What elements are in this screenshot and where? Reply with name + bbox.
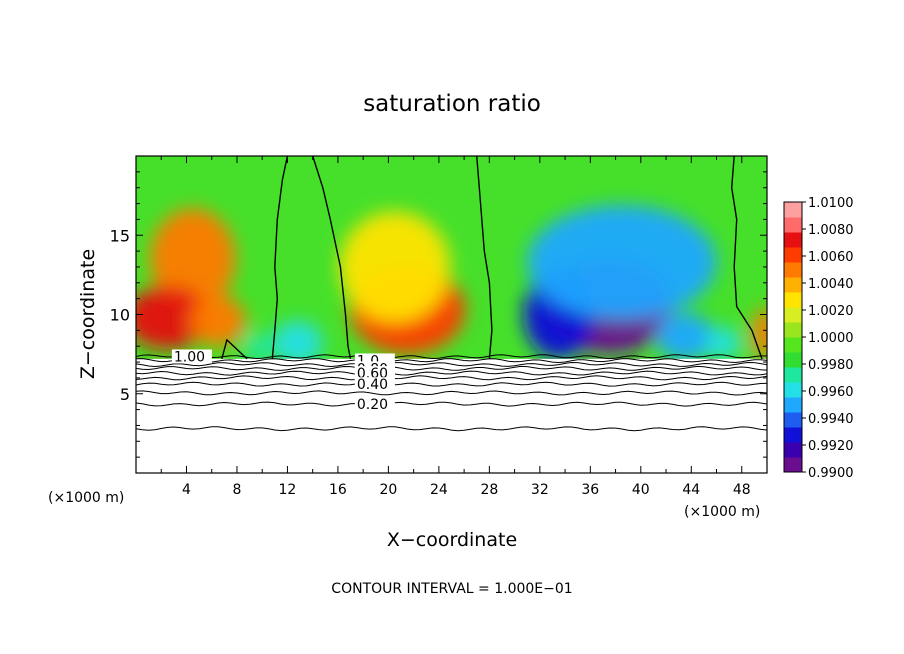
x-tick-label-20: 20 (379, 482, 397, 498)
field-blob-11 (655, 312, 714, 361)
colorbar-swatch-6 (784, 382, 802, 398)
y-axis-label: Z−coordinate (77, 249, 99, 379)
colorbar-swatch-17 (784, 217, 802, 233)
x-tick-label-48: 48 (733, 482, 751, 498)
contour-line-5 (136, 370, 767, 376)
field-blob-7 (244, 331, 270, 364)
contour-label-bg-7 (354, 377, 395, 392)
y-tick-label-5: 5 (120, 385, 130, 404)
zero-contour-5 (221, 338, 248, 360)
contour-line-3 (136, 361, 767, 368)
x-axis-label: X−coordinate (387, 529, 517, 551)
x-tick-label-4: 4 (182, 482, 191, 498)
contour-line-8 (136, 390, 767, 396)
zero-contour-lines (221, 156, 763, 360)
y-tick-label-15: 15 (110, 226, 130, 245)
colorbar-swatch-1 (784, 457, 802, 473)
x-tick-label-28: 28 (480, 482, 498, 498)
contour-line-6 (136, 375, 767, 381)
colorbar-label-6: 1.0000 (808, 331, 854, 346)
field-blob-10 (527, 205, 717, 320)
y-tick-label-10: 10 (110, 306, 130, 325)
contour-line-7 (136, 381, 767, 387)
x-tick-label-24: 24 (430, 482, 448, 498)
colorbar-label-8: 0.9960 (808, 385, 854, 400)
colorbar-swatch-16 (784, 232, 802, 248)
contour-interval-note: CONTOUR INTERVAL = 1.000E−01 (331, 581, 572, 597)
x-tick-label-32: 32 (531, 482, 549, 498)
field-blob-6 (272, 320, 323, 366)
contour-label-1: 1.00 (174, 350, 205, 366)
colorbar-label-3: 1.0060 (808, 250, 854, 265)
zero-contour-4 (730, 156, 763, 360)
colorbar-label-7: 0.9980 (808, 358, 854, 373)
field-blob-3 (190, 295, 246, 347)
field-blob-5 (339, 211, 451, 323)
contour-line-4 (136, 365, 767, 371)
x-unit-left: (×1000 m) (48, 490, 124, 506)
colorbar-swatch-5 (784, 397, 802, 413)
colorbar: 1.0100 1.0080 1.0060 1.0040 1.0020 1.0000 0.99… (783, 196, 854, 481)
field-blob-12 (705, 327, 741, 359)
contour-label-bg-5 (354, 366, 395, 381)
colorbar-swatch-14 (784, 262, 802, 278)
colorbar-swatch-4 (784, 412, 802, 428)
colorbar-label-2: 1.0080 (808, 223, 854, 238)
colorbar-swatch-7 (784, 367, 802, 383)
colorbar-swatch-18 (784, 202, 802, 218)
lower-contour-lines (136, 354, 767, 432)
colorbar-swatch-2 (784, 442, 802, 458)
contour-line-2 (136, 358, 767, 364)
x-axis: 4 8 12 16 20 24 28 32 36 40 44 48 (160, 156, 751, 498)
zero-contour-2 (312, 156, 352, 360)
field-blob-13 (751, 308, 767, 359)
x-tick-label-36: 36 (581, 482, 599, 498)
x-unit-right: (×1000 m) (684, 504, 760, 520)
y-axis: 5 10 15 (110, 171, 767, 458)
x-tick-label-16: 16 (329, 482, 347, 498)
colorbar-label-10: 0.9920 (808, 439, 854, 454)
plot-area (136, 156, 767, 473)
zero-contour-3 (476, 156, 493, 359)
x-tick-label-8: 8 (232, 482, 241, 498)
colorbar-swatch-9 (784, 337, 802, 353)
colorbar-swatch-13 (784, 277, 802, 293)
colorbar-label-1: 1.0100 (808, 196, 854, 211)
x-tick-label-40: 40 (632, 482, 650, 498)
contour-label-7: 0.40 (357, 377, 388, 393)
contour-label-bg-1 (171, 349, 212, 364)
contour-line-1 (136, 354, 767, 360)
field-blob-2 (136, 285, 211, 350)
contour-line-10 (136, 426, 767, 432)
contour-label-9: 0.20 (357, 397, 388, 413)
zero-contour-1 (271, 156, 289, 359)
x-tick-label-12: 12 (279, 482, 297, 498)
contour-line-9 (136, 401, 767, 407)
field-blob-1 (149, 208, 236, 310)
contour-label-bg-9 (354, 397, 395, 412)
subcloud-region (136, 358, 767, 473)
saturation-field (136, 205, 767, 366)
colorbar-swatch-15 (784, 247, 802, 263)
colorbar-label-5: 1.0020 (808, 304, 854, 319)
contour-labels: 1.001.00.800.600.400.20 (171, 349, 395, 413)
colorbar-swatch-11 (784, 307, 802, 323)
x-tick-label-44: 44 (682, 482, 700, 498)
colorbar-swatch-8 (784, 352, 802, 368)
colorbar-label-4: 1.0040 (808, 277, 854, 292)
colorbar-swatch-10 (784, 322, 802, 338)
colorbar-swatch-12 (784, 292, 802, 308)
colorbar-swatch-3 (784, 427, 802, 443)
colorbar-label-9: 0.9940 (808, 412, 854, 427)
colorbar-label-11: 0.9900 (808, 466, 854, 481)
chart-title: saturation ratio (363, 91, 541, 117)
